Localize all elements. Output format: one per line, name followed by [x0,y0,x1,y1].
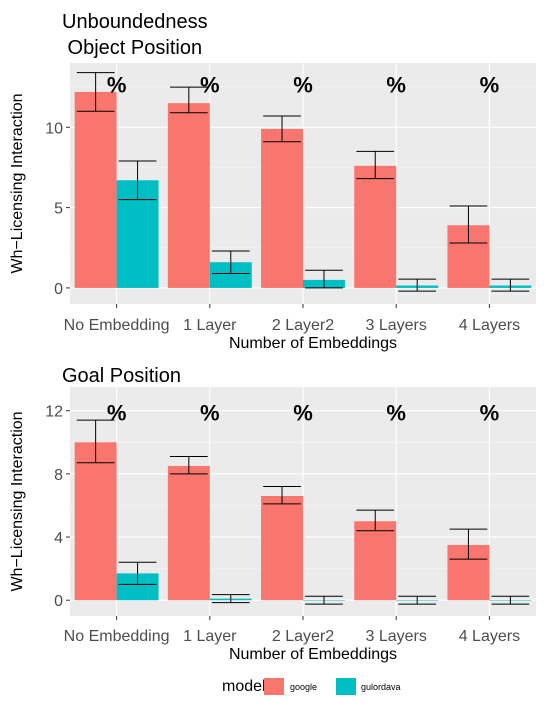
x-tick-label: 1 Layer [183,317,237,334]
bar-google-1 [74,442,117,601]
y-tick-label: 12 [45,404,63,421]
legend-title: model [222,678,266,695]
y-tick-label: 4 [54,530,63,547]
significance-annotation: % [107,401,127,426]
significance-annotation: % [480,72,500,97]
x-tick-label: 4 Layers [459,317,520,334]
y-tick-label: 8 [54,467,63,484]
legend-label-gulordava: gulordava [361,682,401,692]
significance-annotation: % [200,72,220,97]
chart-title-line: Goal Position [62,365,181,387]
chart-title-line: Unboundedness [62,11,208,33]
chart-title-line: Object Position [62,37,202,59]
y-tick-label: 0 [54,593,63,610]
legend-swatch-gulordava [336,678,356,695]
significance-annotation: % [293,72,313,97]
y-axis-title: Wh−Licensing Interaction [9,411,26,591]
x-axis-title: Number of Embeddings [229,646,397,663]
significance-annotation: % [107,72,127,97]
y-axis-title: Wh−Licensing Interaction [9,93,26,273]
chart-panel-1: 0 5 10%%%% % No Embedding 1 Layer 2 Layer2 3 La… [9,11,536,352]
y-tick-label: 10 [45,120,63,137]
y-tick-label: 5 [54,201,63,218]
y-tick-label: 0 [54,281,63,298]
legend-label-google: google [290,682,317,692]
bar-google-4 [354,165,397,288]
bar-google-1 [74,91,117,288]
chart-title: Unboundedness Object Position [62,11,208,59]
chart-title: Goal Position [62,365,181,387]
x-tick-label: 3 Layers [366,317,427,334]
significance-annotation: % [480,401,500,426]
x-axis-title: Number of Embeddings [229,335,397,352]
x-tick-label: No Embedding [64,628,170,645]
bar-google-2 [167,103,210,288]
bar-google-4 [354,521,397,601]
x-tick-label: 2 Layer2 [272,628,334,645]
significance-annotation: % [386,72,406,97]
bar-google-3 [261,128,303,288]
significance-annotation: % [200,401,220,426]
x-tick-label: 2 Layer2 [272,317,334,334]
x-tick-label: 4 Layers [459,628,520,645]
x-tick-label: 1 Layer [183,628,237,645]
significance-annotation: % [386,401,406,426]
x-tick-label: No Embedding [64,317,170,334]
significance-annotation: % [293,401,313,426]
bar-google-2 [167,465,210,601]
legend-swatch-google [264,678,284,695]
chart-panel-2: 0 4 8 12%%%% % No Embedding 1 Layer 2 Layer2 3 L… [9,365,536,663]
bar-google-3 [261,495,303,601]
legend: model google gulordava [222,678,401,695]
x-tick-label: 3 Layers [366,628,427,645]
